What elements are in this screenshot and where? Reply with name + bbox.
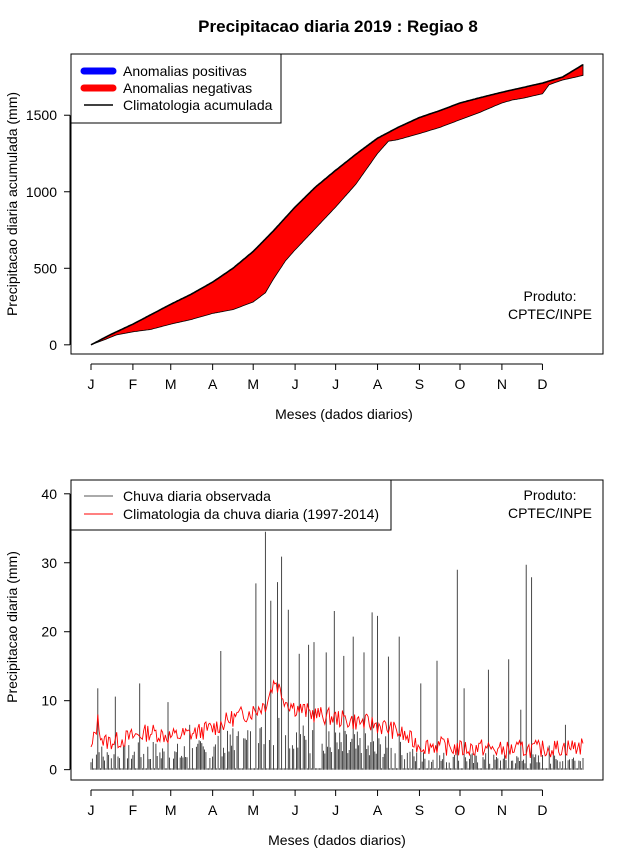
- legend-label-negative: Anomalias negativas: [123, 80, 252, 96]
- cumulative-plot-frame: [70, 53, 604, 355]
- cumulative-month-label: S: [415, 376, 424, 392]
- climatology-daily-polyline: [90, 679, 584, 759]
- cumulative-y-tick-label: 0: [49, 337, 57, 353]
- cumulative-x-axis-label: Meses (dados diarios): [275, 406, 413, 422]
- daily-month-label: J: [292, 802, 299, 818]
- daily-credit-line2: CPTEC/INPE: [508, 505, 592, 521]
- daily-y-tick-label: 20: [41, 624, 57, 640]
- cumulative-panel: 0 500 1000 1500 J F M A M J J A S O N D Meses (dados d…: [4, 53, 604, 422]
- daily-month-label: J: [88, 802, 95, 818]
- daily-month-label: M: [165, 802, 177, 818]
- cumulative-month-label: F: [129, 376, 138, 392]
- cumulative-month-label: M: [247, 376, 259, 392]
- daily-legend: Chuva diaria observada Climatologia da c…: [70, 479, 392, 531]
- daily-y-tick-label: 30: [41, 555, 57, 571]
- daily-y-tick-label: 10: [41, 693, 57, 709]
- daily-month-label: S: [415, 802, 424, 818]
- legend-label-climatology-daily: Climatologia da chuva diaria (1997-2014): [123, 506, 379, 522]
- cumulative-month-label: J: [332, 376, 339, 392]
- climatology-cumulative-line: [90, 64, 584, 346]
- cumulative-month-label: M: [165, 376, 177, 392]
- cumulative-month-label: J: [292, 376, 299, 392]
- legend-label-climatology-cumulative: Climatologia acumulada: [123, 97, 273, 113]
- daily-month-label: O: [455, 802, 466, 818]
- climatology-daily-line: [90, 679, 584, 759]
- cumulative-anomaly-area: [90, 64, 584, 346]
- cumulative-month-label: N: [497, 376, 507, 392]
- chart-title: Precipitacao diaria 2019 : Regiao 8: [198, 17, 478, 36]
- cumulative-y-tick-label: 1500: [26, 107, 57, 123]
- legend-label-observed: Chuva diaria observada: [123, 488, 271, 504]
- daily-y-tick-label: 40: [41, 486, 57, 502]
- cumulative-month-label: J: [88, 376, 95, 392]
- daily-month-label: N: [497, 802, 507, 818]
- cumulative-month-label: A: [373, 376, 383, 392]
- daily-y-axis-label: Precipitacao diaria (mm): [4, 551, 20, 703]
- daily-month-label: A: [373, 802, 383, 818]
- legend-label-positive: Anomalias positivas: [123, 63, 247, 79]
- cumulative-y-axis: 0 500 1000 1500: [26, 107, 71, 353]
- cumulative-legend: Anomalias positivas Anomalias negativas …: [70, 53, 282, 124]
- daily-month-label: M: [247, 802, 259, 818]
- daily-panel: 0 10 20 30 40 J F M A M J J A S O N D Meses (dados diar…: [4, 479, 604, 848]
- observed-daily-bars: [90, 531, 584, 770]
- cumulative-y-axis-label: Precipitacao diaria acumulada (mm): [4, 92, 20, 316]
- daily-y-tick-label: 0: [49, 762, 57, 778]
- cumulative-y-tick-label: 1000: [26, 184, 57, 200]
- cumulative-month-label: A: [208, 376, 218, 392]
- daily-month-label: D: [537, 802, 547, 818]
- cumulative-credit-line1: Produto:: [524, 288, 577, 304]
- daily-month-label: F: [129, 802, 138, 818]
- daily-y-axis: 0 10 20 30 40: [41, 486, 71, 778]
- cumulative-month-label: D: [537, 376, 547, 392]
- daily-month-label: A: [208, 802, 218, 818]
- daily-credit-line1: Produto:: [524, 487, 577, 503]
- daily-legend-box: [70, 479, 392, 531]
- cumulative-credit-line2: CPTEC/INPE: [508, 306, 592, 322]
- daily-x-axis-label: Meses (dados diarios): [268, 832, 406, 848]
- cumulative-month-label: O: [455, 376, 466, 392]
- daily-month-label: J: [332, 802, 339, 818]
- cumulative-y-tick-label: 500: [34, 260, 58, 276]
